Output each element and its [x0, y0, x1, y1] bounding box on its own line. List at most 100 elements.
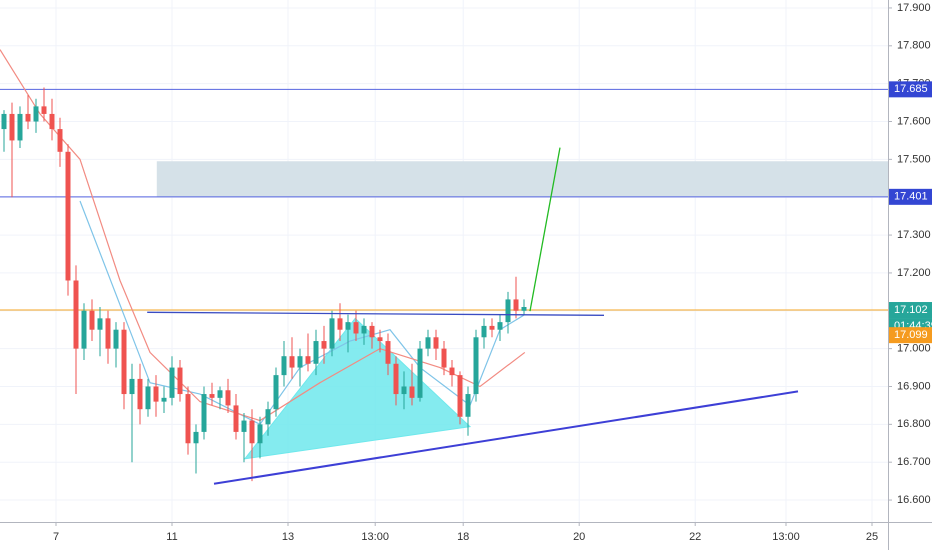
- candle-body: [225, 390, 231, 406]
- candle-body: [73, 280, 79, 349]
- candle-body: [265, 409, 271, 425]
- candle-body: [377, 337, 383, 342]
- y-tick-label: 16.700: [897, 456, 931, 468]
- trend-line: [147, 311, 605, 316]
- candle-body: [25, 113, 31, 122]
- candle-body: [1, 113, 7, 130]
- candle-body: [41, 106, 47, 114]
- level-label-bg: [889, 302, 932, 319]
- level-label-bg: [889, 188, 932, 205]
- indicator-label-bg: [889, 327, 932, 344]
- candle-body: [409, 386, 415, 398]
- candle-body: [521, 306, 527, 311]
- candle-body: [337, 318, 343, 330]
- x-tick-label: 13:00: [772, 531, 800, 543]
- y-tick-label: 17.600: [897, 115, 931, 127]
- candle-body: [425, 337, 431, 349]
- moving-average: [79, 200, 526, 426]
- candle-body: [129, 378, 135, 395]
- candle-body: [433, 337, 439, 349]
- trend-line: [213, 390, 799, 485]
- level-label-bg: [889, 81, 932, 98]
- candle-body: [121, 329, 127, 395]
- candle-body: [81, 310, 87, 349]
- x-tick-label: 20: [573, 531, 585, 543]
- y-tick-label: 17.800: [897, 40, 931, 52]
- candle-body: [465, 394, 471, 417]
- y-tick-label: 16.800: [897, 418, 931, 430]
- candle-body: [209, 394, 215, 398]
- x-tick-label: 7: [53, 531, 59, 543]
- indicator-label: 17.099: [894, 329, 928, 341]
- candle-body: [9, 113, 15, 141]
- candle-body: [177, 367, 183, 395]
- candle-body: [185, 394, 191, 444]
- candle-body: [417, 348, 423, 398]
- candle-body: [49, 113, 55, 130]
- candle-body: [289, 356, 295, 368]
- level-label: 17.401: [894, 191, 928, 203]
- candle-body: [217, 390, 223, 398]
- x-tick-label: 13:00: [361, 531, 389, 543]
- plot: [0, 49, 889, 485]
- candle-body: [505, 299, 511, 323]
- candle-body: [321, 341, 327, 349]
- candle-body: [353, 322, 359, 334]
- candle-body: [241, 420, 247, 432]
- candle-body: [193, 431, 199, 444]
- moving-average: [0, 49, 526, 422]
- y-tick-label: 17.500: [897, 153, 931, 165]
- x-tick-label: 13: [282, 531, 294, 543]
- candle-body: [305, 356, 311, 364]
- candle-body: [105, 318, 111, 349]
- candle-body: [65, 151, 71, 281]
- candle-body: [497, 322, 503, 330]
- zone: [156, 161, 889, 197]
- candle-body: [161, 397, 167, 402]
- triangle-pattern: [243, 317, 472, 460]
- y-tick-label: 17.000: [897, 343, 931, 355]
- candle-body: [473, 337, 479, 395]
- y-tick-label: 17.200: [897, 267, 931, 279]
- candle-body: [401, 386, 407, 395]
- candle-body: [89, 310, 95, 330]
- candle-body: [457, 375, 463, 417]
- candle-body: [57, 129, 63, 152]
- x-tick-label: 25: [866, 531, 878, 543]
- candle-body: [449, 367, 455, 376]
- x-tick-label: 18: [457, 531, 469, 543]
- candle-body: [17, 113, 23, 141]
- candle-body: [137, 378, 143, 410]
- candle-body: [513, 299, 519, 311]
- y-tick-label: 16.900: [897, 380, 931, 392]
- candle-body: [281, 356, 287, 376]
- grid: [0, 0, 888, 522]
- candle-body: [97, 318, 103, 330]
- candle-body: [329, 318, 335, 349]
- trend-line: [529, 147, 561, 312]
- candle-body: [113, 329, 119, 349]
- candle-body: [233, 405, 239, 432]
- candle-body: [489, 325, 495, 330]
- level-label: 17.685: [894, 83, 928, 95]
- candle-body: [345, 322, 351, 330]
- y-tick-label: 17.900: [897, 2, 931, 14]
- candle-body: [169, 367, 175, 398]
- x-tick-label: 22: [689, 531, 701, 543]
- candle-body: [33, 106, 39, 122]
- y-tick-label: 17.300: [897, 229, 931, 241]
- candle-body: [481, 325, 487, 338]
- y-tick-label: 16.600: [897, 494, 931, 506]
- candle-body: [257, 424, 263, 444]
- candle-body: [393, 363, 399, 395]
- candle-body: [249, 420, 255, 444]
- candle-body: [361, 325, 367, 334]
- candle-body: [273, 375, 279, 410]
- candle-body: [297, 356, 303, 368]
- x-tick-label: 11: [166, 531, 177, 543]
- candle-body: [201, 394, 207, 432]
- candle-body: [369, 325, 375, 338]
- candle-body: [153, 386, 159, 402]
